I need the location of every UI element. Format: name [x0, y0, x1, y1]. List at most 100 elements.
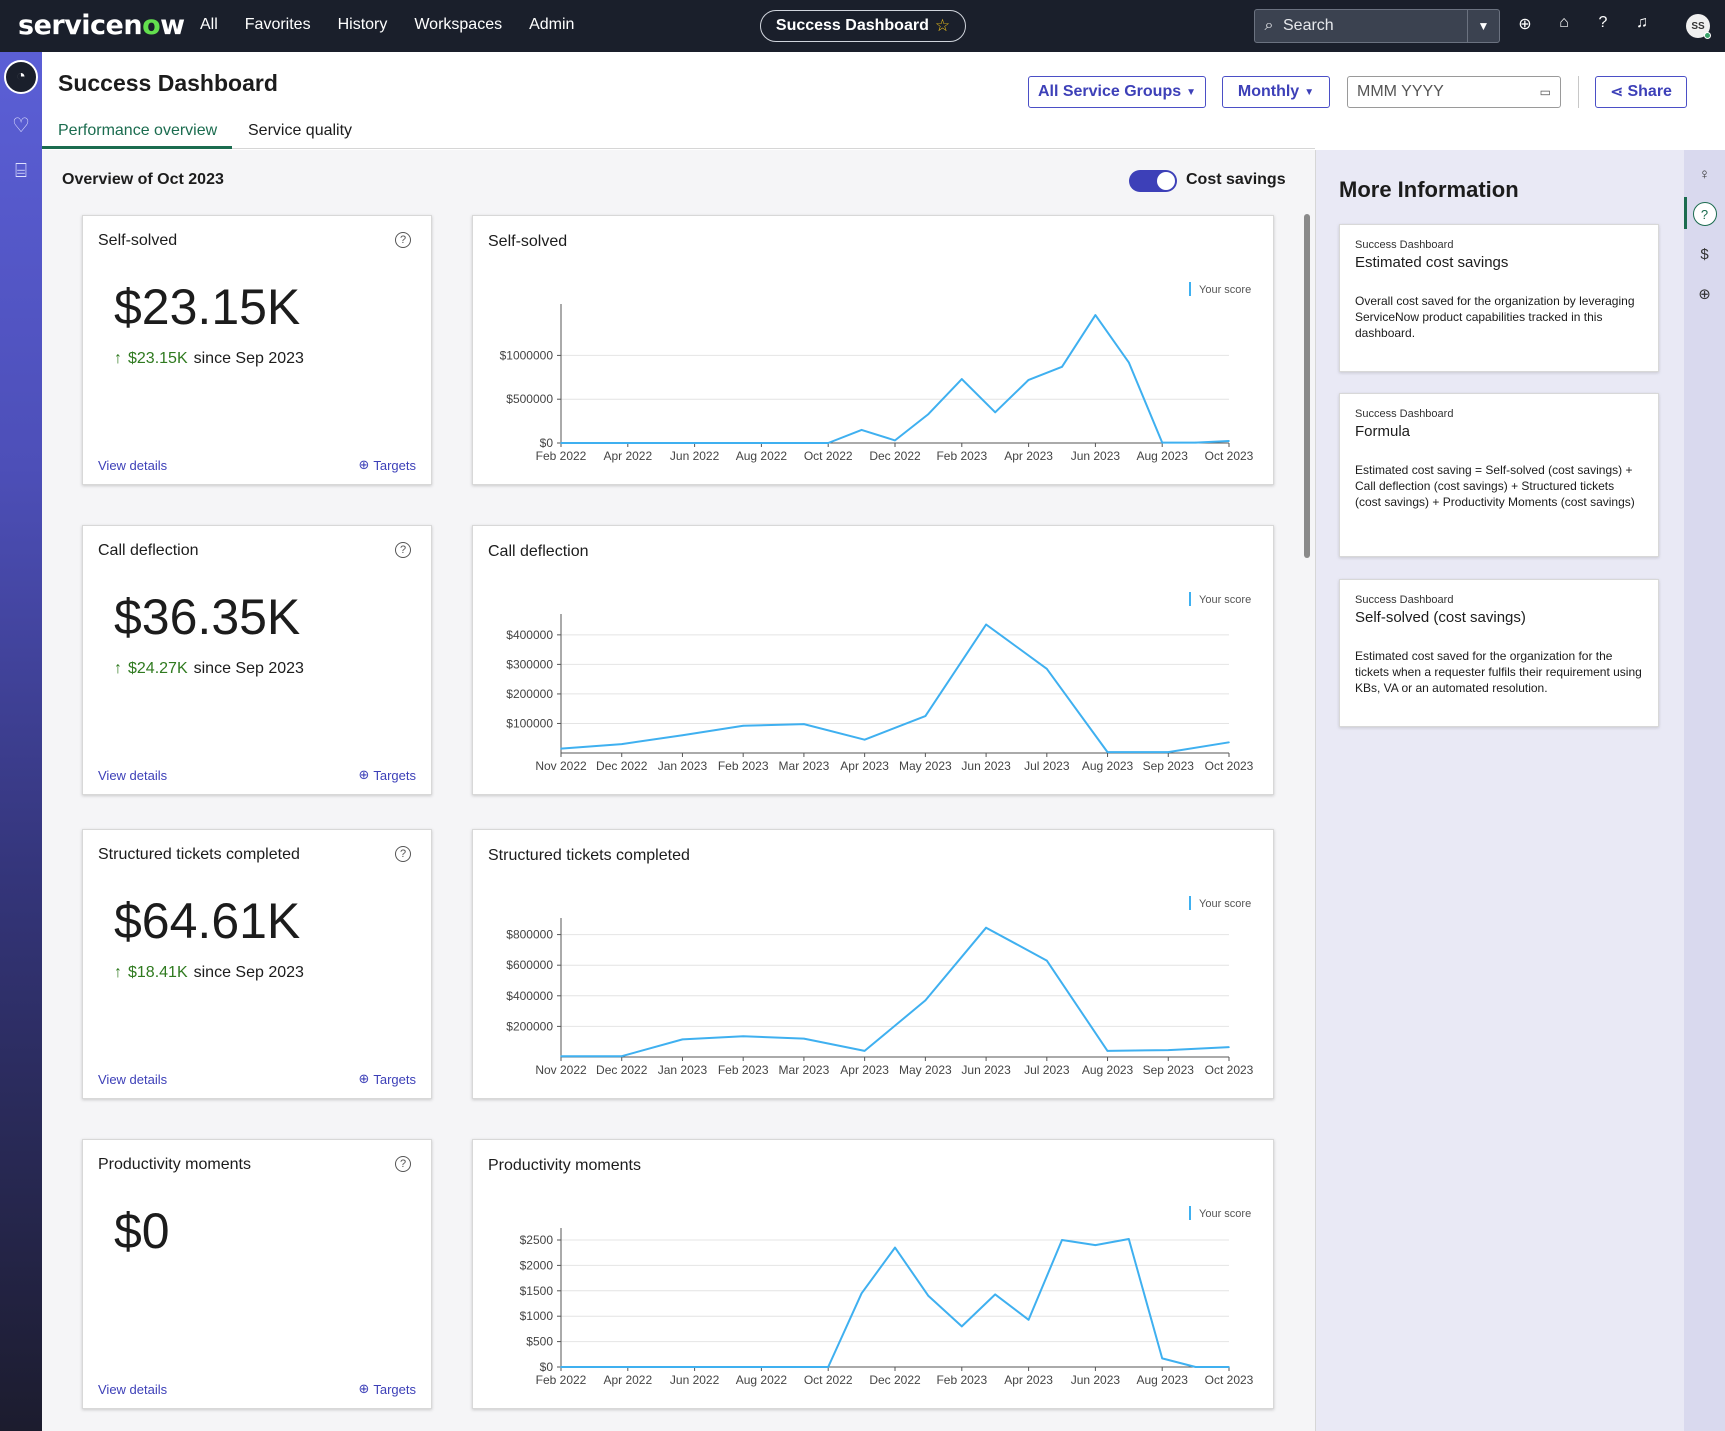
help-icon[interactable]: ? [1598, 14, 1608, 31]
view-details-link[interactable]: View details [98, 1382, 168, 1397]
rail-cost[interactable]: $ [1684, 234, 1725, 274]
right-rail: ♀ ? $ ⊕ [1684, 150, 1725, 1431]
chat-icon[interactable]: ⌂ [1559, 14, 1569, 31]
view-details-link[interactable]: View details [98, 1072, 168, 1087]
targets-link[interactable]: ⊕ Targets [358, 457, 416, 473]
data-point [727, 442, 729, 444]
kpi-value: $64.61K [114, 893, 301, 949]
chart-productivity-moments[interactable]: Your score $0 $500 $1000 $1500 $2000 $2500 Feb … [473, 1140, 1275, 1410]
avatar[interactable]: SS [1686, 14, 1711, 39]
nav-favorites[interactable]: Favorites [244, 16, 311, 33]
x-tick-label: Oct 2022 [804, 449, 853, 463]
star-icon[interactable]: ☆ [934, 16, 951, 35]
data-point [961, 378, 963, 380]
nav-all[interactable]: All [200, 16, 218, 33]
kpi-title: Self-solved [98, 232, 178, 249]
top-icons: ⊕ ⌂ ? ♫ [1515, 14, 1652, 34]
y-tick-label: $600000 [506, 958, 553, 972]
help-icon[interactable]: ? [395, 846, 411, 862]
targets-link[interactable]: ⊕ Targets [358, 767, 416, 783]
info-card-estimated-cost-savings: Success Dashboard Estimated cost savings… [1339, 224, 1659, 372]
service-groups-filter[interactable]: All Service Groups ▼ [1028, 76, 1206, 108]
view-details-link[interactable]: View details [98, 768, 168, 783]
x-tick-label: Feb 2023 [936, 449, 987, 463]
active-tab-indicator [42, 146, 232, 149]
data-point [727, 1366, 729, 1368]
calendar-icon[interactable]: ▭ [1539, 85, 1551, 99]
rail-dashboard[interactable]: ◔ [0, 52, 42, 102]
data-point [660, 442, 662, 444]
tab-bar: Performance overview Service quality [42, 118, 1315, 149]
x-tick-label: Apr 2022 [603, 449, 652, 463]
x-tick-label: Feb 2023 [936, 1373, 987, 1387]
bell-icon[interactable]: ♫ [1636, 14, 1648, 31]
target-icon: ⊕ [358, 767, 370, 782]
rail-tips[interactable]: ♀ [1684, 154, 1725, 194]
chart-self-solved[interactable]: Your score $0 $500000 $1000000 Feb 2022 Apr 2… [473, 216, 1275, 486]
data-point [1228, 741, 1230, 744]
data-point [803, 723, 805, 725]
nav-workspaces[interactable]: Workspaces [414, 16, 503, 33]
help-icon[interactable]: ? [395, 1156, 411, 1172]
tab-performance-overview[interactable]: Performance overview [58, 122, 218, 139]
data-point [1106, 1050, 1109, 1052]
data-point [994, 1293, 996, 1296]
share-button[interactable]: ⋖ Share [1595, 76, 1687, 108]
nav-admin[interactable]: Admin [529, 16, 575, 33]
data-point [1046, 959, 1048, 962]
servicenow-logo[interactable]: servicenow [18, 10, 185, 41]
info-card-formula: Success Dashboard Formula Estimated cost… [1339, 393, 1659, 557]
help-icon[interactable]: ? [395, 232, 411, 248]
chart-structured-tickets[interactable]: Your score $200000 $400000 $600000 $800000 No… [473, 830, 1275, 1100]
x-tick-label: Jan 2023 [658, 1063, 708, 1077]
rail-more-info[interactable]: ? [1684, 194, 1725, 234]
targets-link[interactable]: ⊕ Targets [358, 1381, 416, 1397]
more-info-title: More Information [1339, 177, 1519, 202]
globe-icon[interactable]: ⊕ [1518, 16, 1532, 33]
view-details-link[interactable]: View details [98, 458, 168, 473]
page-title: Success Dashboard [58, 70, 278, 96]
x-tick-label: Jul 2023 [1024, 759, 1070, 773]
data-point [560, 1055, 562, 1058]
search-input[interactable]: Search [1283, 17, 1334, 34]
period-filter[interactable]: Monthly ▼ [1222, 76, 1330, 108]
help-icon[interactable]: ? [395, 542, 411, 558]
target-icon: ⊕ [358, 1071, 370, 1086]
cost-savings-toggle[interactable] [1129, 170, 1177, 192]
tab-service-quality[interactable]: Service quality [248, 122, 353, 139]
x-tick-label: Dec 2022 [596, 1063, 648, 1077]
series-line [561, 1238, 1229, 1368]
x-tick-label: Aug 2023 [1137, 1373, 1189, 1387]
info-card-subtitle: Success Dashboard [1355, 408, 1454, 420]
data-point [924, 715, 927, 717]
help-icon: ? [1692, 202, 1717, 226]
target-icon: ⊕ [358, 1381, 370, 1396]
target-icon: ⊕ [1698, 286, 1711, 303]
data-point [1094, 314, 1097, 316]
y-tick-label: $500 [526, 1335, 553, 1349]
date-input[interactable]: MMM YYYY ▭ [1347, 76, 1561, 108]
x-tick-label: Mar 2023 [779, 1063, 830, 1077]
data-point [1094, 1244, 1097, 1246]
context-title-pill[interactable]: Success Dashboard ☆ [760, 10, 966, 42]
rail-analytics[interactable]: ⌸ [0, 148, 42, 194]
data-point [560, 1366, 562, 1368]
chart-call-deflection[interactable]: Your score $100000 $200000 $300000 $400000 No… [473, 526, 1275, 796]
data-point [927, 413, 930, 415]
rail-targets[interactable]: ⊕ [1684, 274, 1725, 314]
targets-link[interactable]: ⊕ Targets [358, 1071, 416, 1087]
data-point [860, 429, 863, 431]
info-card-title: Formula [1355, 423, 1411, 440]
global-search[interactable]: ⌕ Search ▼ [1254, 9, 1500, 43]
data-point [620, 743, 623, 745]
main-scrollbar[interactable] [1304, 214, 1310, 558]
data-point [593, 1366, 596, 1368]
x-tick-label: Oct 2023 [1205, 759, 1254, 773]
kpi-title: Call deflection [98, 542, 199, 559]
info-card-body: Overall cost saved for the organization … [1355, 294, 1635, 340]
nav-history[interactable]: History [337, 16, 388, 33]
data-point [961, 1325, 963, 1328]
search-scope-dropdown[interactable]: ▼ [1467, 10, 1499, 42]
rail-health[interactable]: ♡ [0, 102, 42, 148]
data-point [742, 1035, 744, 1038]
